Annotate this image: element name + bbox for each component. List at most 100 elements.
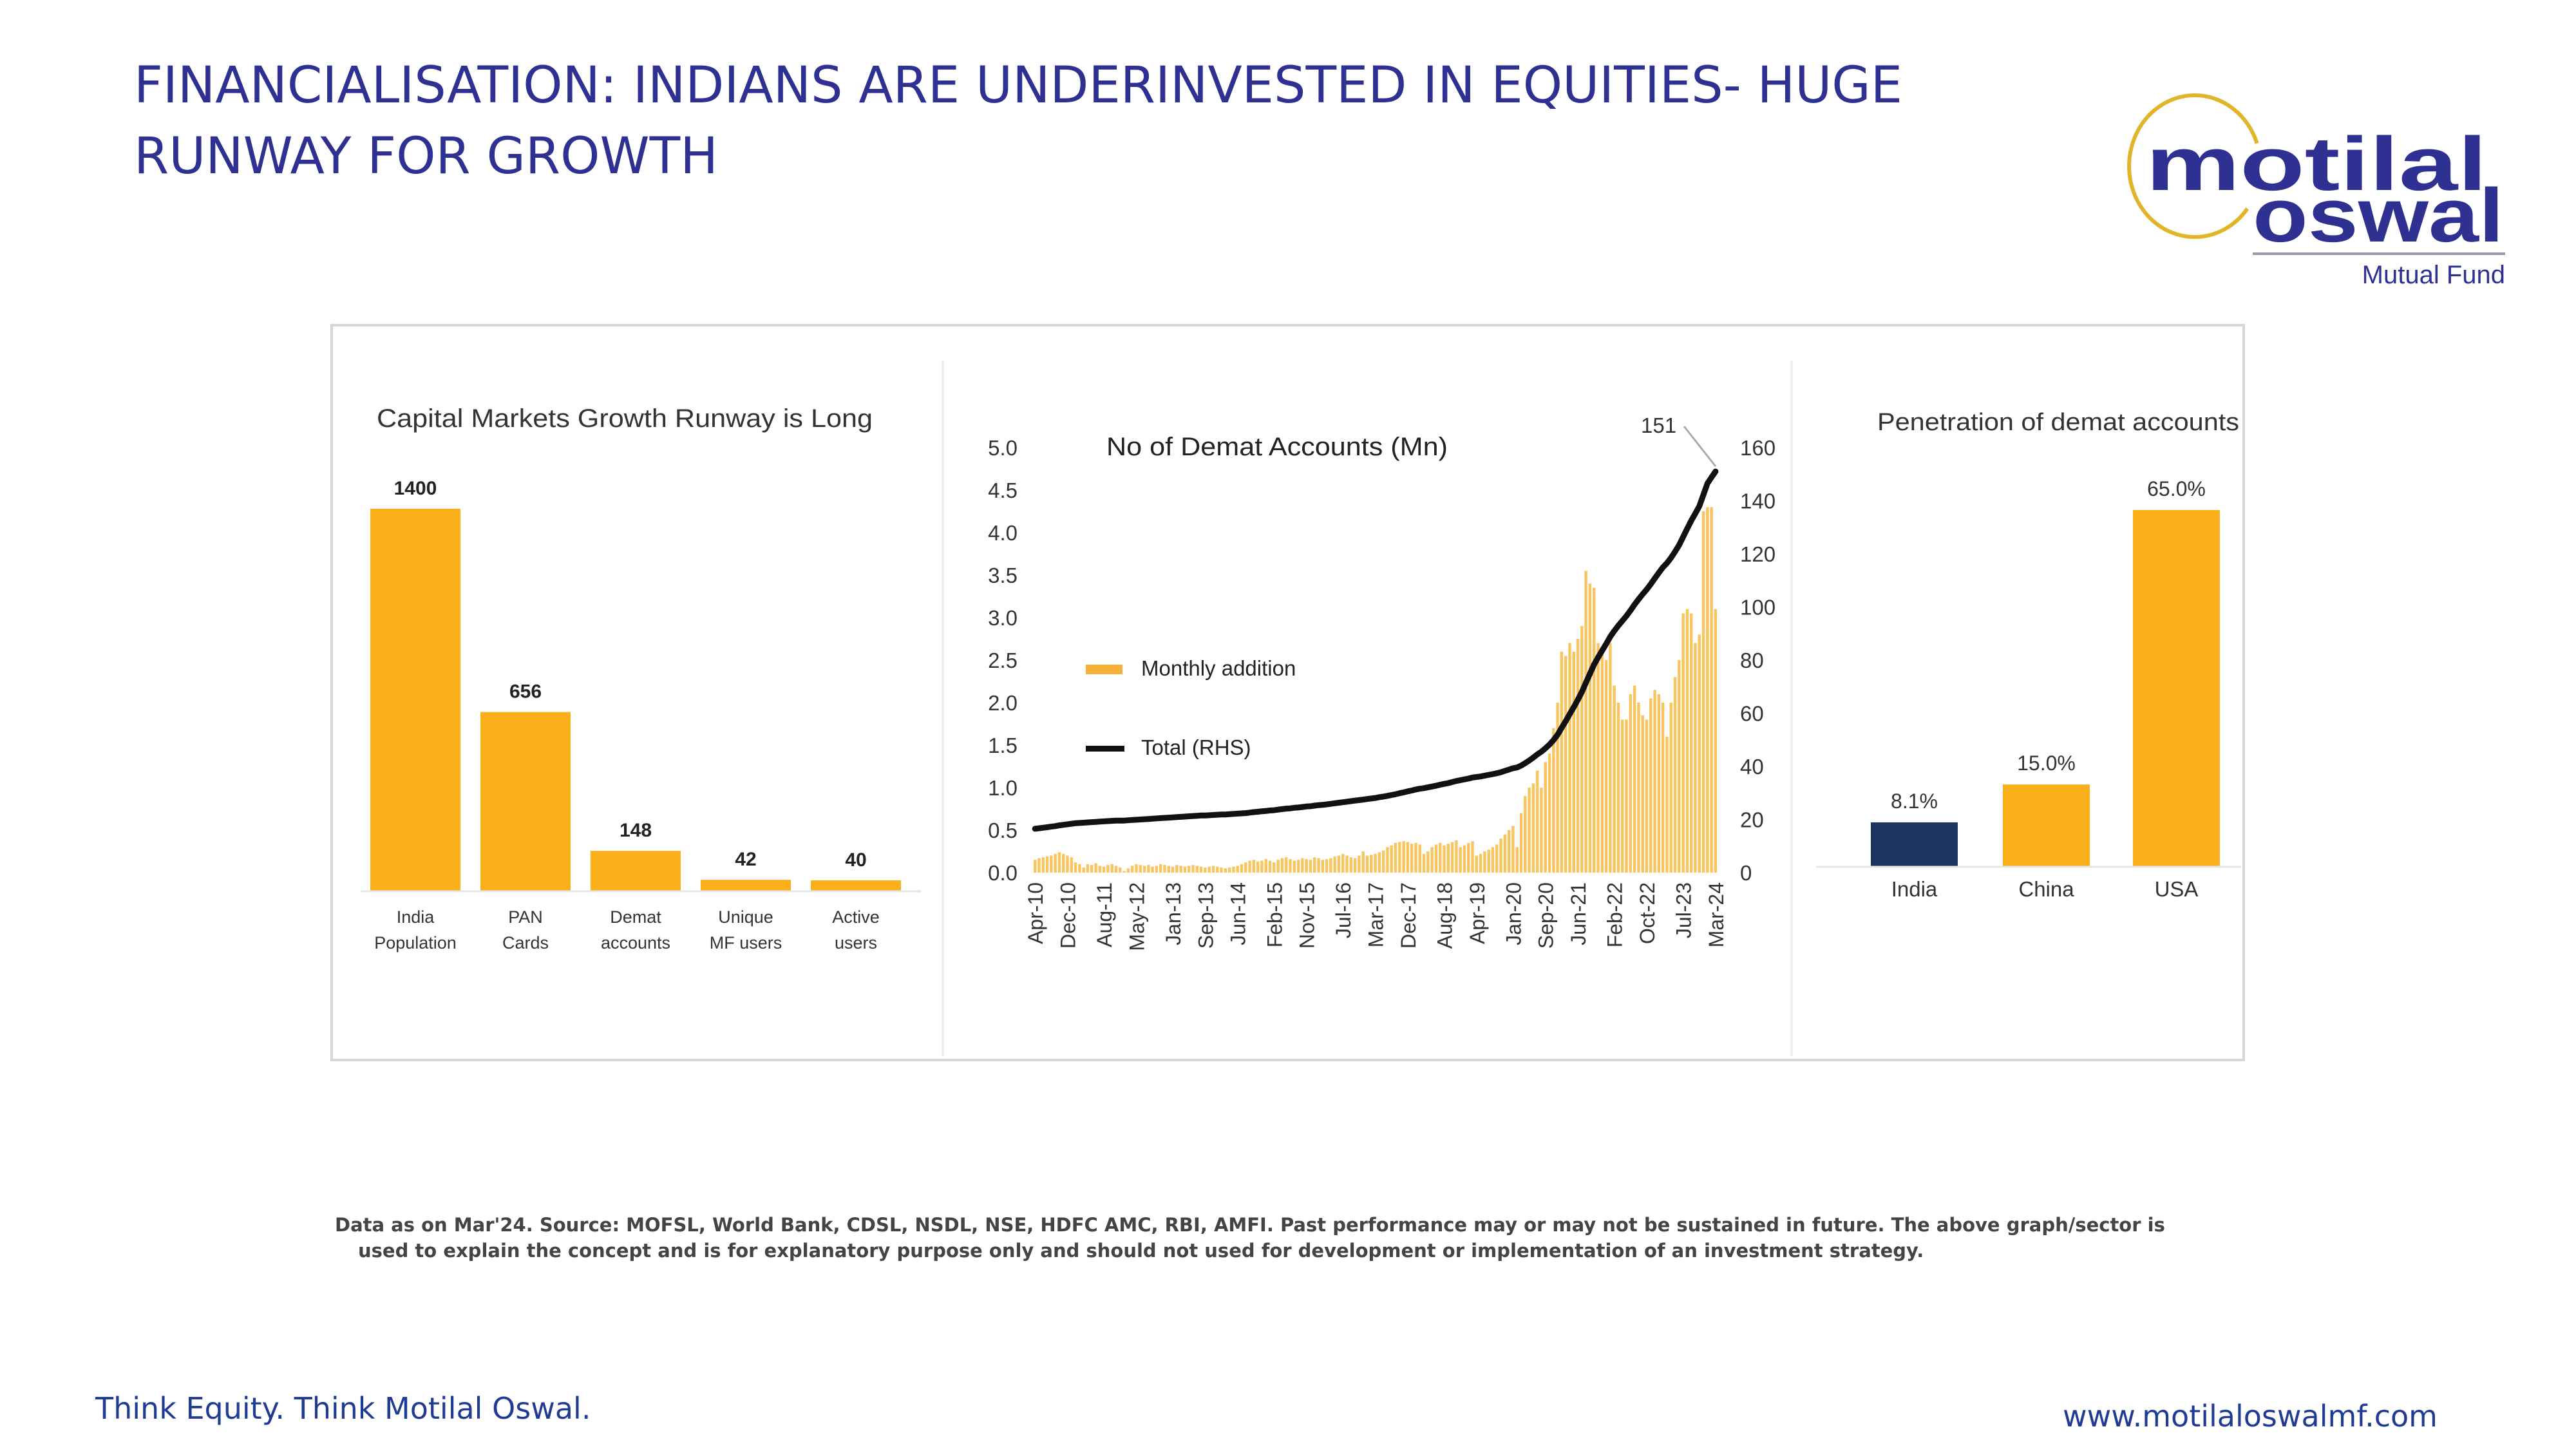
disclaimer-line-2: used to explain the concept and is for e… — [358, 1240, 1924, 1262]
monthly-addition-bar — [1349, 857, 1353, 873]
footer-website-link[interactable]: www.motilaloswalmf.com — [2062, 1399, 2438, 1434]
monthly-addition-bar — [1195, 866, 1199, 873]
monthly-addition-bar — [1317, 858, 1320, 873]
capital-markets-bar-value: 656 — [509, 681, 542, 703]
footer-tagline: Think Equity. Think Motilal Oswal. — [95, 1391, 591, 1426]
left-axis-tick-label: 1.5 — [988, 734, 1018, 757]
monthly-addition-bar — [1548, 753, 1551, 873]
disclaimer: Data as on Mar'24. Source: MOFSL, World … — [335, 1212, 2267, 1264]
monthly-addition-bar — [1528, 788, 1531, 873]
legend-total-rhs-label: Total (RHS) — [1141, 735, 1251, 759]
capital-markets-bar-value: 42 — [735, 849, 756, 870]
monthly-addition-bar — [1681, 613, 1685, 873]
monthly-addition-bar — [1604, 660, 1608, 873]
monthly-addition-bar — [1422, 853, 1426, 873]
monthly-addition-bar — [1321, 860, 1324, 873]
monthly-addition-bar — [1394, 842, 1397, 873]
monthly-addition-bar — [1374, 853, 1377, 873]
capital-markets-category-label: Demat — [610, 907, 661, 927]
right-axis-tick-label: 120 — [1740, 542, 1776, 566]
left-axis-tick-label: 0.5 — [988, 819, 1018, 842]
logo-word-motilal: motilal — [2146, 122, 2487, 207]
x-axis-tick-label: Dec-17 — [1397, 882, 1420, 949]
left-axis-tick-label: 4.0 — [988, 521, 1018, 545]
chart-divider-2 — [1790, 361, 1793, 1056]
x-axis-tick-label: Jun-14 — [1227, 882, 1250, 945]
monthly-addition-bar — [1426, 851, 1430, 873]
monthly-addition-bar — [1459, 847, 1462, 873]
x-axis-tick-label: Jun-21 — [1567, 882, 1590, 945]
x-axis-tick-label: Apr-19 — [1466, 882, 1489, 944]
monthly-addition-bar — [1487, 849, 1490, 873]
capital-markets-category-label: Cards — [502, 933, 549, 952]
monthly-addition-bar — [1479, 853, 1482, 873]
capital-markets-category-label: users — [835, 933, 877, 952]
monthly-addition-bar — [1341, 853, 1345, 873]
monthly-addition-bar — [1418, 844, 1421, 873]
x-axis-tick-label: Feb-22 — [1604, 882, 1627, 947]
monthly-addition-bar — [1483, 851, 1486, 873]
monthly-addition-bar — [1414, 842, 1417, 873]
monthly-addition-bar — [1078, 864, 1081, 873]
monthly-addition-bar — [1710, 507, 1713, 873]
monthly-addition-bar — [1524, 796, 1527, 873]
monthly-addition-bar — [1564, 656, 1567, 873]
monthly-addition-bar — [1588, 583, 1592, 873]
monthly-addition-bar — [1386, 847, 1389, 873]
monthly-addition-bar — [1507, 830, 1511, 873]
right-axis-tick-label: 100 — [1740, 596, 1776, 620]
monthly-addition-bar — [1264, 858, 1267, 873]
monthly-addition-bar — [1337, 855, 1341, 873]
monthly-addition-bar — [1463, 845, 1466, 873]
peak-annotation-leader — [1683, 426, 1717, 468]
monthly-addition-bar — [1232, 866, 1235, 873]
monthly-addition-bar — [1540, 788, 1543, 873]
penetration-category-label: China — [2018, 877, 2074, 901]
monthly-addition-bar — [1333, 856, 1336, 873]
x-axis-tick-label: Feb-15 — [1263, 882, 1286, 947]
monthly-addition-bar — [1616, 703, 1620, 873]
monthly-addition-bar — [1593, 587, 1596, 873]
monthly-addition-bar — [1450, 842, 1454, 873]
monthly-addition-bar — [1613, 685, 1616, 873]
monthly-addition-bar — [1596, 643, 1600, 873]
monthly-addition-bar — [1653, 690, 1656, 873]
right-axis-tick-label: 80 — [1740, 649, 1764, 672]
monthly-addition-bar — [1434, 844, 1438, 873]
monthly-addition-bar — [1665, 736, 1669, 873]
monthly-addition-bar — [1694, 643, 1697, 873]
monthly-addition-bar — [1645, 719, 1649, 873]
monthly-addition-bar — [1438, 842, 1442, 873]
capital-markets-bar-value: 148 — [620, 820, 652, 841]
monthly-addition-bar — [1155, 866, 1159, 873]
monthly-addition-bar — [1641, 715, 1644, 873]
monthly-addition-bar — [1495, 844, 1499, 873]
penetration-bar — [2133, 510, 2220, 867]
monthly-addition-bar — [1370, 855, 1373, 873]
penetration-chart: Penetration of demat accounts 8.1% India 1… — [1816, 409, 2241, 901]
left-axis-tick-label: 3.5 — [988, 564, 1018, 587]
monthly-addition-bar — [1443, 845, 1446, 873]
penetration-category-label: USA — [2155, 877, 2199, 901]
monthly-addition-bar — [1135, 864, 1138, 873]
monthly-addition-bar — [1171, 866, 1175, 873]
capital-markets-chart: Capital Markets Growth Runway is Long 14… — [361, 404, 921, 952]
monthly-addition-bar — [1390, 845, 1393, 873]
x-axis-tick-label: Jan-20 — [1502, 882, 1525, 945]
monthly-addition-bar — [1475, 855, 1479, 873]
monthly-addition-bar — [1244, 862, 1247, 873]
monthly-addition-bar — [1706, 507, 1709, 873]
monthly-addition-bar — [1580, 626, 1584, 873]
monthly-addition-bar — [1499, 838, 1502, 873]
monthly-addition-bar — [1147, 865, 1150, 873]
charts-panel — [330, 324, 2245, 1061]
monthly-addition-bar — [1280, 858, 1284, 873]
left-axis-tick-label: 0.0 — [988, 861, 1018, 885]
monthly-addition-bar — [1037, 858, 1041, 873]
monthly-addition-bar — [1410, 844, 1414, 873]
capital-markets-bar-value: 40 — [845, 849, 866, 871]
capital-markets-bar — [701, 880, 791, 891]
monthly-addition-bar — [1301, 858, 1304, 873]
x-axis-tick-label: May-12 — [1125, 882, 1148, 951]
monthly-addition-bar — [1102, 866, 1106, 873]
